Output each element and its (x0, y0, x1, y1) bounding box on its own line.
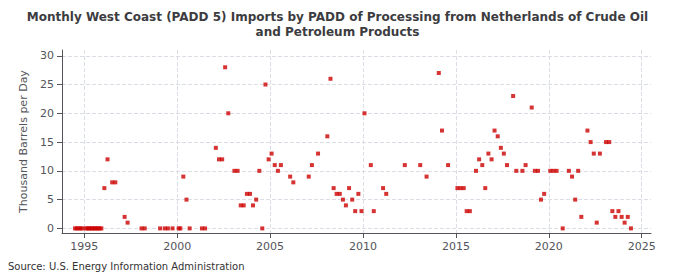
svg-text:30: 30 (40, 49, 54, 62)
svg-text:2005: 2005 (256, 240, 284, 253)
svg-text:20: 20 (40, 107, 54, 120)
svg-text:2020: 2020 (535, 240, 563, 253)
svg-text:0: 0 (47, 222, 54, 235)
svg-text:Monthly West Coast (PADD 5) Im: Monthly West Coast (PADD 5) Imports by P… (27, 10, 648, 24)
svg-text:and Petroleum Products: and Petroleum Products (256, 25, 420, 39)
svg-text:1995: 1995 (70, 240, 98, 253)
svg-text:2025: 2025 (628, 240, 656, 253)
svg-text:5: 5 (47, 193, 54, 206)
svg-text:2000: 2000 (163, 240, 191, 253)
svg-text:25: 25 (40, 78, 54, 91)
svg-text:10: 10 (40, 164, 54, 177)
svg-text:2010: 2010 (349, 240, 377, 253)
svg-text:15: 15 (40, 136, 54, 149)
svg-text:Source: U.S. Energy Informatio: Source: U.S. Energy Information Administ… (8, 261, 245, 272)
svg-text:Thousand Barrels per Day: Thousand Barrels per Day (17, 70, 30, 214)
svg-text:2015: 2015 (442, 240, 470, 253)
